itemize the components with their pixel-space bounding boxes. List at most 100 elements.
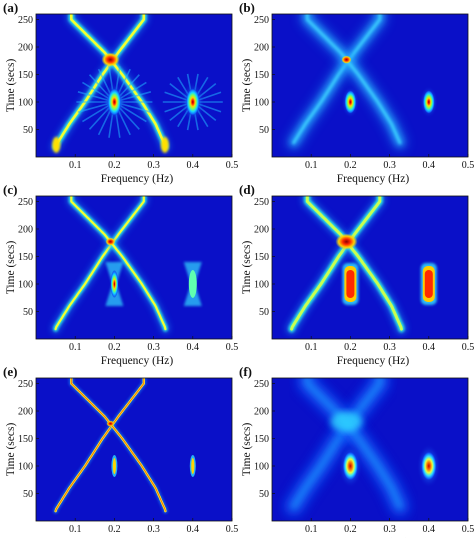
crossing-point [106, 420, 115, 427]
crossing-point [341, 55, 352, 64]
y-tick-label: 200 [18, 225, 33, 236]
panel-a: 0.1 0.2 0.3 0.4 0.5 50 100 150 200 250 Frequency (… [3, 0, 238, 185]
plot-frame [271, 195, 469, 340]
x-tick-label: 0.2 [344, 160, 357, 171]
y-axis-label: Time (secs) [5, 423, 17, 477]
plot-area [286, 14, 438, 150]
y-tick-label: 100 [18, 98, 33, 109]
y-tick-label: 150 [254, 252, 269, 263]
x-axis-label: Frequency (Hz) [337, 173, 410, 185]
x-tick-label: 0.3 [383, 342, 396, 353]
x-tick-label: 0.2 [344, 342, 357, 353]
y-tick-label: 50 [23, 489, 33, 500]
plot-area [50, 14, 223, 153]
falling-chirp-track [66, 196, 170, 334]
y-tick-label: 50 [259, 489, 269, 500]
y-tick-label: 250 [18, 197, 33, 208]
y-tick-label: 150 [254, 70, 269, 81]
y-axis-label: Time (secs) [5, 59, 17, 113]
x-tick-label: 0.1 [305, 160, 318, 171]
rising-chirp-track [286, 14, 387, 150]
x-tick-label: 0.3 [383, 524, 396, 535]
falling-chirp-track [300, 14, 407, 150]
y-tick-label: 250 [18, 379, 33, 390]
crossing-point [335, 233, 358, 250]
x-tick-label: 0.5 [462, 342, 474, 353]
component-1 [105, 262, 124, 306]
plot-background [36, 378, 232, 521]
component-1 [338, 444, 363, 488]
y-tick-label: 100 [254, 98, 269, 109]
x-tick-label: 0.4 [187, 524, 200, 535]
y-tick-label: 150 [18, 70, 33, 81]
rising-chirp-track [51, 196, 149, 334]
x-tick-label: 0.3 [383, 160, 396, 171]
crossing-point [330, 411, 363, 432]
panel-label: (d) [239, 182, 255, 197]
plot-frame [35, 377, 233, 522]
x-tick-label: 0.1 [305, 342, 318, 353]
component-2 [420, 263, 437, 305]
panel-c: 0.1 0.2 0.3 0.4 0.5 50 100 150 200 250 Frequency (… [3, 182, 238, 367]
y-tick-label: 200 [254, 43, 269, 54]
y-axis-label: Time (secs) [5, 241, 17, 295]
y-tick-label: 50 [23, 307, 33, 318]
y-tick-label: 250 [254, 197, 269, 208]
panel-b: 0.1 0.2 0.3 0.4 0.5 50 100 150 200 250 Frequency (… [239, 0, 474, 185]
y-axis-label: Time (secs) [241, 241, 253, 295]
x-tick-label: 0.1 [69, 524, 82, 535]
crossing-point [105, 237, 116, 246]
crossing-point [101, 52, 120, 67]
x-tick-label: 0.4 [423, 160, 436, 171]
x-tick-label: 0.4 [423, 342, 436, 353]
falling-chirp-track [297, 378, 410, 517]
component-1 [111, 455, 118, 477]
component-2 [183, 262, 202, 306]
panel-label: (c) [3, 182, 17, 197]
plot-frame [35, 13, 233, 158]
y-tick-label: 250 [254, 379, 269, 390]
rising-chirp-track [50, 14, 149, 153]
x-tick-label: 0.5 [462, 160, 474, 171]
y-tick-label: 250 [254, 15, 269, 26]
y-tick-label: 100 [18, 462, 33, 473]
x-tick-label: 0.1 [69, 160, 82, 171]
x-tick-label: 0.5 [226, 160, 239, 171]
plot-frame [271, 377, 469, 522]
rising-chirp-track [286, 196, 386, 335]
panel-label: (e) [3, 364, 17, 379]
panel-label: (b) [239, 0, 255, 15]
y-tick-label: 100 [254, 280, 269, 291]
y-axis-label: Time (secs) [241, 423, 253, 477]
rising-chirp-track [53, 378, 147, 514]
x-tick-label: 0.3 [147, 524, 160, 535]
x-tick-label: 0.4 [423, 524, 436, 535]
x-tick-label: 0.2 [108, 342, 121, 353]
y-tick-label: 150 [254, 434, 269, 445]
x-axis-label: Frequency (Hz) [101, 173, 174, 185]
component-1 [76, 66, 153, 138]
y-tick-label: 50 [259, 125, 269, 136]
plot-frame [35, 195, 233, 340]
x-tick-label: 0.4 [187, 342, 200, 353]
rising-chirp-track [283, 378, 390, 517]
x-tick-label: 0.1 [69, 342, 82, 353]
falling-chirp-track [66, 14, 171, 153]
component-1 [341, 86, 360, 118]
plot-area [53, 378, 196, 514]
component-2 [419, 86, 438, 118]
x-tick-label: 0.2 [108, 524, 121, 535]
y-tick-label: 50 [23, 125, 33, 136]
plot-frame [271, 13, 469, 158]
x-tick-label: 0.4 [187, 160, 200, 171]
x-tick-label: 0.5 [462, 524, 474, 535]
x-tick-label: 0.5 [226, 342, 239, 353]
y-tick-label: 100 [18, 280, 33, 291]
falling-chirp-track [301, 196, 407, 335]
component-2 [162, 73, 223, 131]
panel-label: (a) [3, 0, 18, 15]
component-1 [342, 263, 359, 305]
